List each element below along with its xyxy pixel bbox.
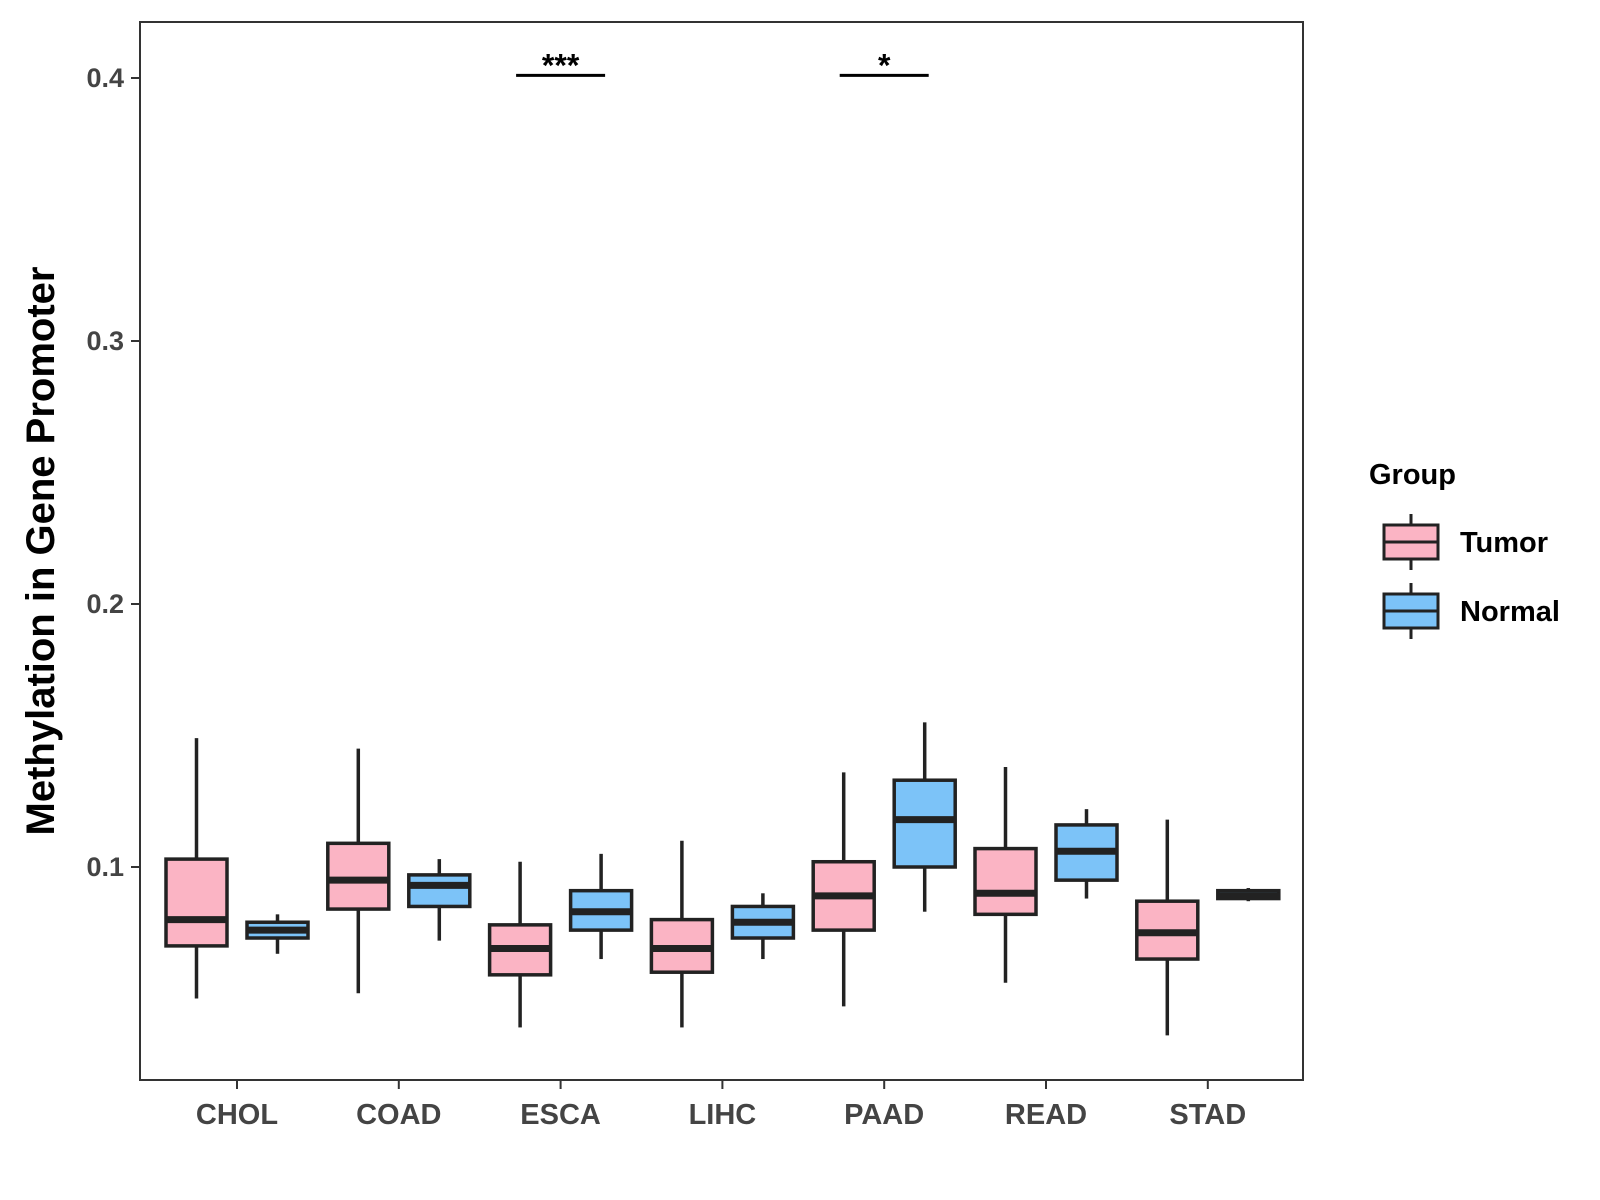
significance-annotations: *** * — [516, 47, 929, 83]
y-axis: 0.1 0.2 0.3 0.4 — [86, 63, 140, 882]
legend: Group Tumor Normal — [1369, 459, 1560, 639]
box-iqr — [973, 846, 1038, 917]
legend-label-normal: Normal — [1460, 596, 1560, 628]
box-tumor-stad — [1135, 819, 1200, 1036]
x-tick-label-read: READ — [1005, 1099, 1087, 1131]
legend-entries: Tumor Normal — [1382, 514, 1560, 639]
x-tick-label-lihc: LIHC — [689, 1099, 757, 1131]
y-axis-title: Methylation in Gene Promoter — [19, 267, 63, 836]
y-tick-label: 0.2 — [86, 589, 124, 619]
significance-label: *** — [542, 47, 580, 83]
box-iqr — [407, 873, 472, 909]
box-normal-stad — [1216, 888, 1281, 902]
plot-panel — [139, 21, 1304, 1081]
box-tumor-coad — [326, 748, 391, 994]
legend-label-tumor: Tumor — [1460, 527, 1548, 559]
box-tumor-paad — [811, 772, 876, 1007]
x-tick-label-paad: PAAD — [844, 1099, 924, 1131]
box-normal-read — [1054, 809, 1119, 899]
box-iqr — [326, 841, 391, 911]
legend-title: Group — [1369, 459, 1456, 491]
box-normal-coad — [407, 859, 472, 941]
box-iqr — [164, 857, 229, 948]
box-normal-lihc — [730, 893, 796, 960]
box-normal-paad — [892, 722, 957, 912]
y-tick-label: 0.4 — [86, 63, 124, 93]
box-tumor-chol — [164, 738, 229, 999]
x-tick-label-coad: COAD — [356, 1099, 441, 1131]
box-normal-esca — [568, 853, 634, 960]
legend-key-tumor — [1382, 514, 1440, 570]
x-tick-label-stad: STAD — [1169, 1099, 1246, 1131]
x-tick-label-esca: ESCA — [520, 1099, 601, 1131]
box-tumor-lihc — [649, 840, 715, 1028]
x-tick-label-chol: CHOL — [196, 1099, 278, 1131]
y-tick-label: 0.3 — [86, 326, 124, 356]
box-normal-chol — [245, 914, 310, 954]
box-iqr — [892, 778, 957, 869]
box-tumor-read — [973, 767, 1038, 983]
y-tick-label: 0.1 — [86, 852, 124, 882]
legend-key-normal — [1382, 583, 1440, 639]
significance-label: * — [878, 47, 891, 83]
box-tumor-esca — [487, 861, 553, 1028]
x-axis: CHOL COAD ESCA LIHC PAAD READ STAD — [196, 1080, 1246, 1131]
box-series — [164, 722, 1281, 1036]
